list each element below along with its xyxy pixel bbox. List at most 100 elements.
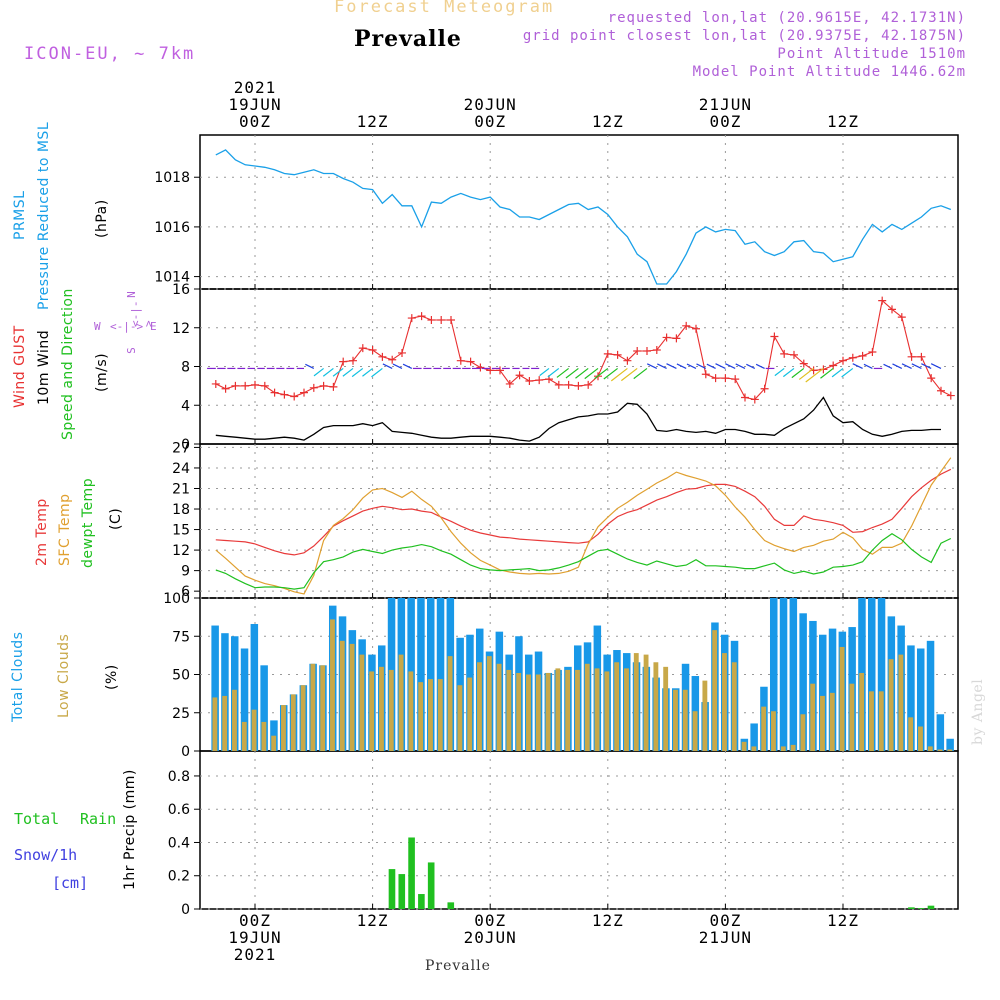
gust-marker (848, 353, 857, 362)
pressure-line (215, 149, 952, 285)
y-tick-label: 24 (172, 461, 190, 477)
low-cloud-bar (702, 680, 708, 751)
temp-sfc-line (215, 457, 952, 595)
low-cloud-bar (673, 689, 678, 751)
low-cloud-bar (281, 705, 286, 751)
wind-arrow (402, 363, 413, 369)
y-tick-label: 75 (172, 629, 190, 645)
gust-line (215, 299, 952, 400)
compass-we-arrows: <-|-> (110, 320, 144, 333)
gust-marker (535, 376, 544, 385)
gust-marker (476, 363, 485, 372)
gust-marker (897, 313, 906, 322)
time-axis-line: 19JUN (228, 928, 282, 947)
wind-arrow (725, 363, 736, 369)
total-cloud-bar (828, 628, 837, 751)
gust-marker (251, 380, 259, 389)
gust-marker (231, 381, 240, 390)
low-cloud-bar (624, 668, 629, 751)
gust-marker (349, 356, 357, 365)
gust-marker (652, 346, 661, 355)
low-cloud-bar (829, 692, 835, 751)
gust-marker (319, 381, 328, 390)
low-cloud-bar (565, 669, 571, 751)
low-cloud-bar (241, 721, 247, 751)
gust-marker (447, 316, 455, 324)
gust-marker (515, 371, 524, 380)
y-tick-label: 25 (172, 706, 190, 722)
wind-arrow (755, 363, 765, 369)
low-cloud-bar (692, 711, 698, 751)
y-tick-label: 50 (172, 668, 190, 684)
time-axis-line: 00Z (239, 112, 271, 131)
gust-marker (358, 344, 367, 353)
wind-arrow (746, 363, 756, 369)
temp-2m-line (215, 468, 952, 556)
gust-marker (780, 349, 789, 358)
time-axis-line: 19JUN (228, 95, 282, 114)
time-axis-line: 00Z (709, 911, 742, 930)
precip-bar (418, 894, 425, 909)
low-cloud-bar (741, 741, 747, 751)
low-cloud-bar (722, 653, 727, 751)
low-cloud-bar (653, 662, 659, 751)
gust-marker (750, 395, 759, 404)
low-cloud-bar (330, 619, 335, 751)
gust-marker (819, 365, 828, 374)
low-cloud-bar (614, 662, 620, 751)
low-cloud-bar (731, 662, 737, 751)
low-cloud-bar (437, 679, 443, 751)
gust-marker (270, 388, 279, 397)
wind-arrow (883, 363, 893, 369)
y-tick-label: 4 (181, 398, 190, 414)
gust-marker (868, 347, 877, 356)
gust-marker (505, 379, 514, 388)
low-cloud-bar (388, 669, 394, 751)
gust-marker (437, 316, 446, 324)
gust-marker (760, 384, 769, 393)
precip-bar (408, 837, 415, 909)
y-tick-label: 0.4 (168, 835, 190, 851)
wind-arrow (565, 367, 579, 379)
wind-arrow (539, 367, 550, 377)
wind-arrow (584, 367, 599, 380)
total-cloud-bar (426, 598, 435, 751)
wind-arrow (610, 367, 628, 382)
time-axis-line: 12Z (827, 911, 859, 930)
y-tick-label: 16 (172, 282, 190, 298)
total-cloud-bar (877, 598, 886, 751)
point-altitude: Point Altitude 1510m (777, 46, 966, 62)
total-cloud-bar (779, 598, 788, 751)
low-cloud-bar (418, 682, 424, 751)
precip-snow-label: Snow/1h (14, 846, 78, 864)
time-axis-label: 12Z (803, 113, 883, 130)
wind-arrow (322, 367, 334, 377)
total-cloud-bar (867, 598, 876, 751)
gust-marker (731, 375, 740, 384)
low-cloud-bar (212, 697, 218, 751)
gust-marker (643, 347, 651, 355)
low-cloud-bar (849, 683, 855, 751)
low-cloud-bar (761, 706, 767, 751)
model-label: ICON-EU, ~ 7km (24, 44, 196, 64)
gust-marker (280, 390, 289, 399)
gust-marker (937, 386, 945, 395)
wind-arrow (820, 367, 834, 379)
wind-arrow (646, 363, 658, 369)
wind-arrow (774, 367, 785, 377)
gust-marker (466, 357, 475, 366)
low-cloud-bar (751, 746, 757, 751)
wind-arrow (921, 363, 932, 369)
low-cloud-bar (869, 691, 874, 751)
gust-marker (456, 356, 465, 365)
time-axis-label: 00Z 19JUN 2021 (215, 912, 295, 963)
time-axis-label: 12Z (333, 912, 413, 929)
gust-marker (701, 370, 710, 379)
gust-marker (486, 366, 495, 375)
gust-marker (584, 380, 593, 389)
low-cloud-bar (506, 669, 512, 751)
total-cloud-bar (769, 598, 778, 751)
gust-marker (496, 366, 504, 375)
gust-marker (554, 380, 563, 389)
temp-dew-line (215, 532, 952, 590)
